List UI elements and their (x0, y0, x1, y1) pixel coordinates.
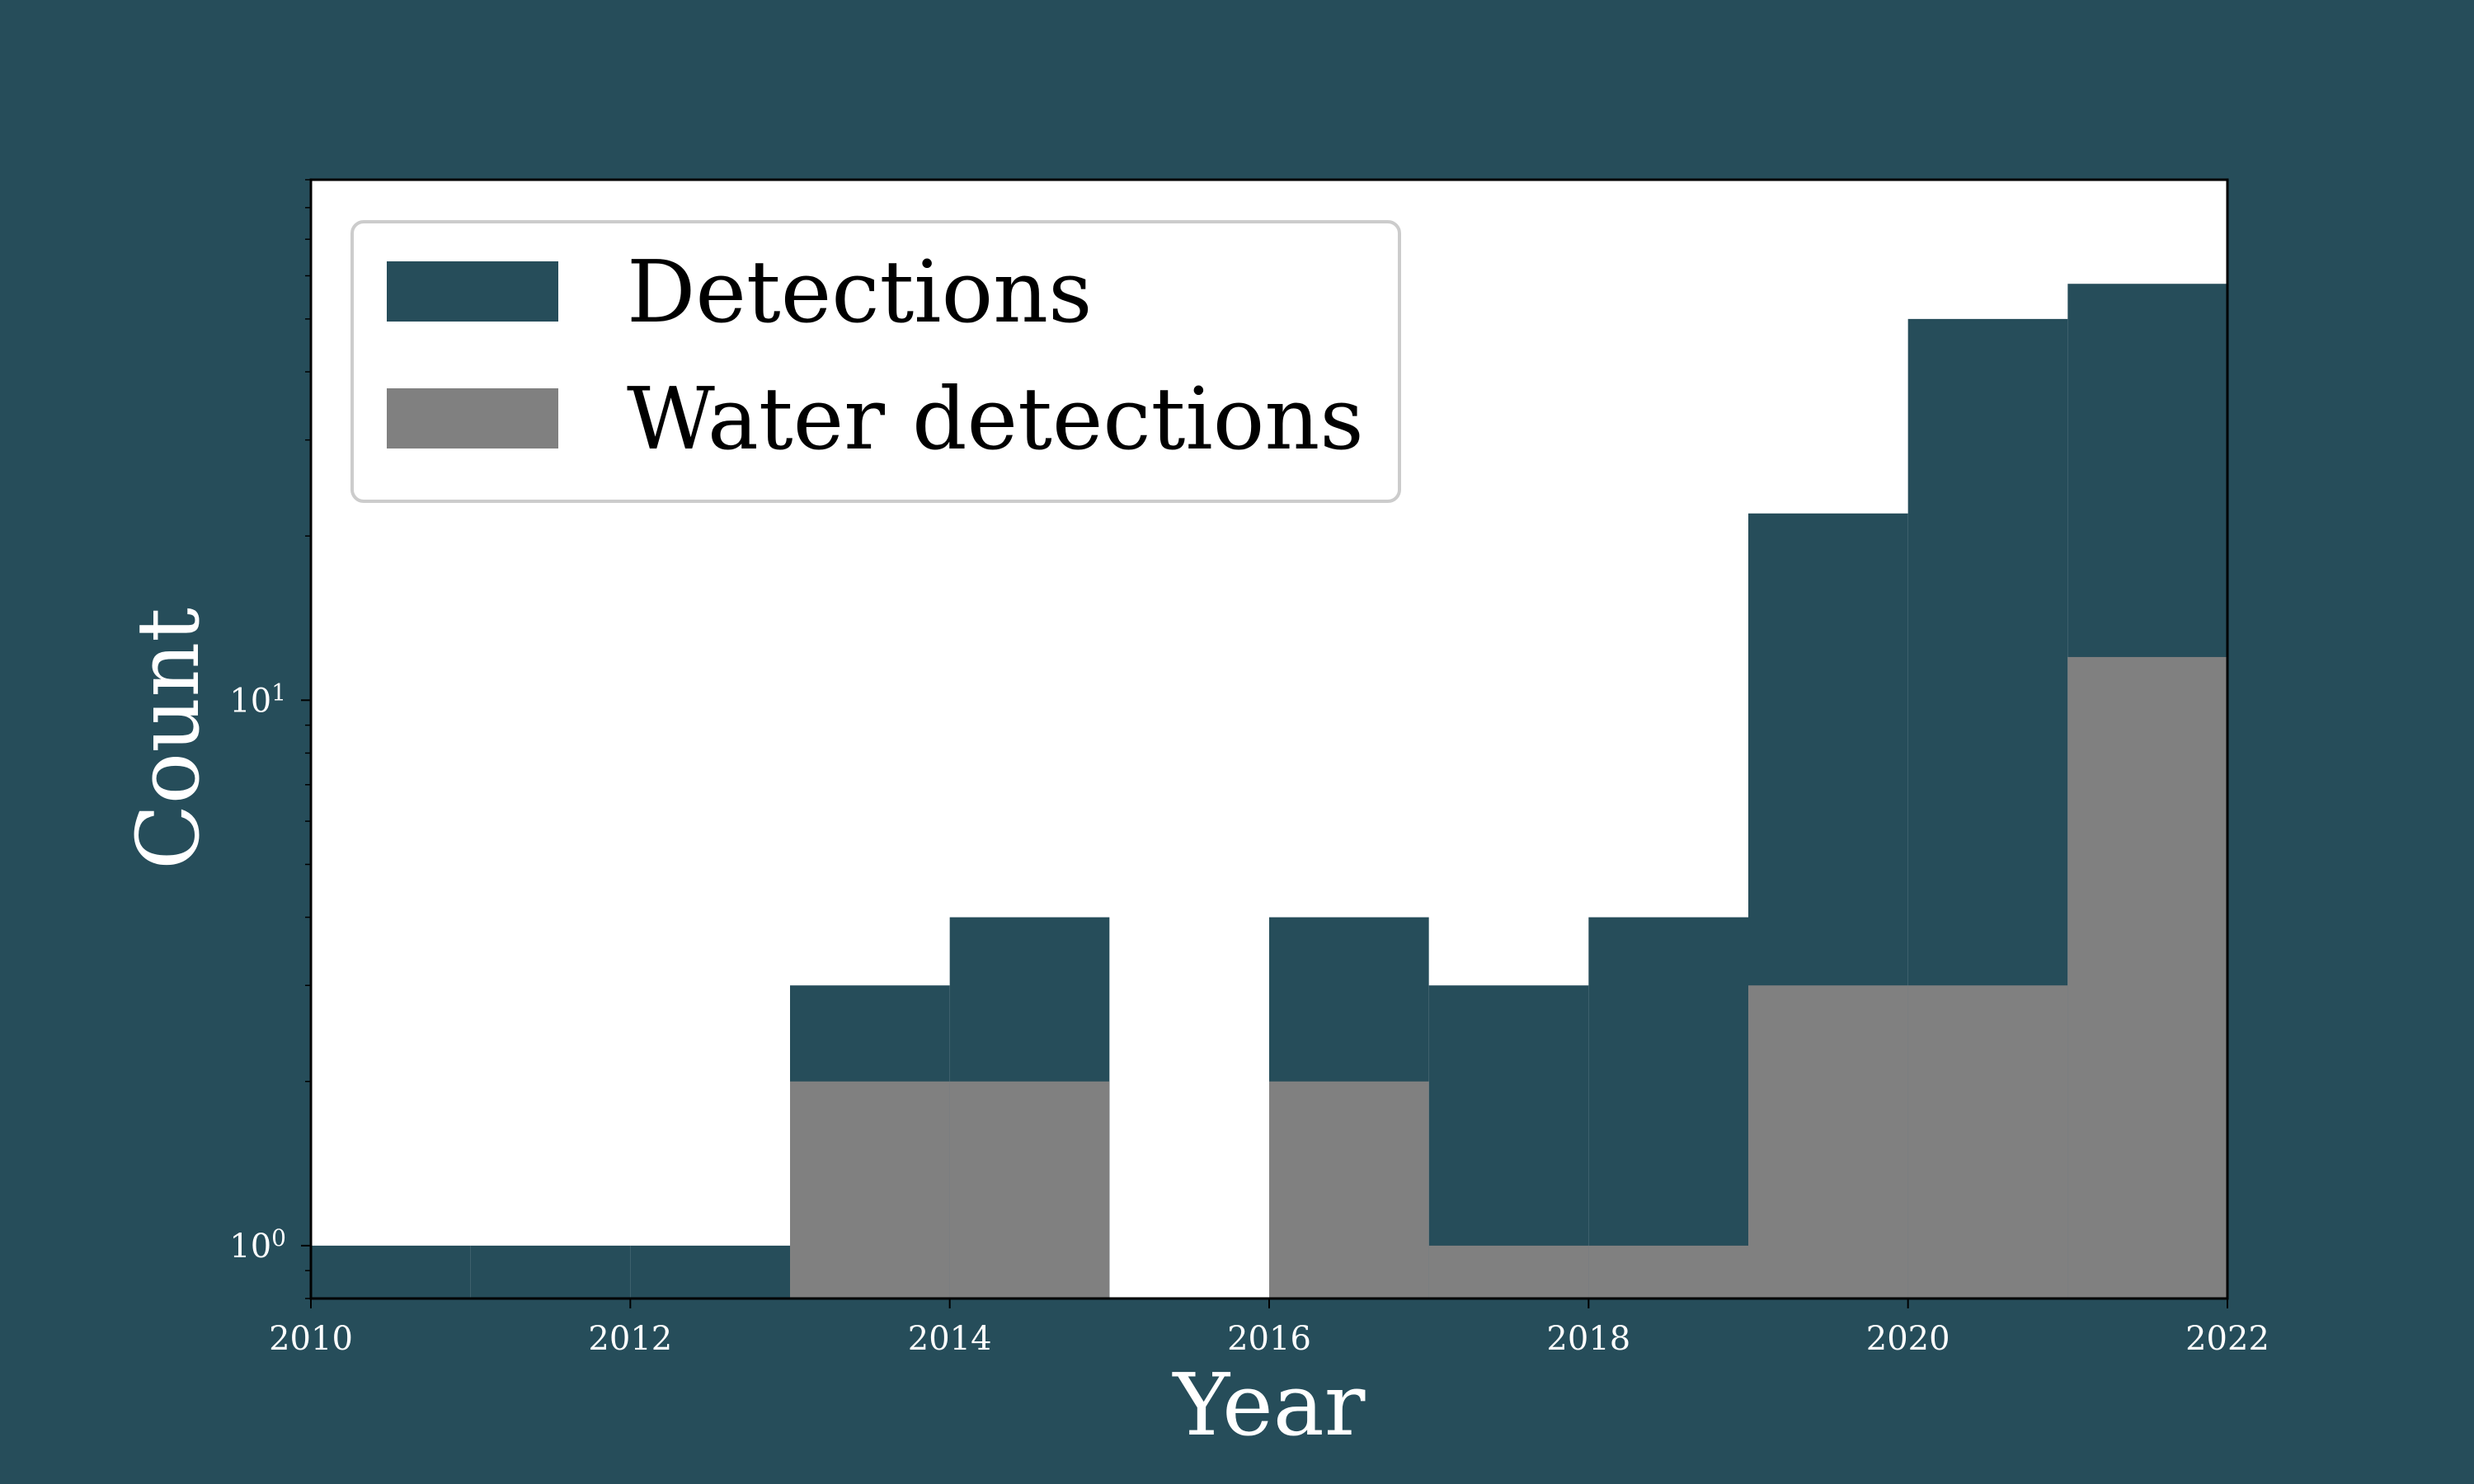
legend: Detections Water detections (350, 220, 1401, 503)
bar-water-detections-2014 (949, 1081, 1110, 1298)
legend-swatch-water-detections (387, 388, 558, 448)
bar-water-detections-2017 (1428, 1245, 1589, 1298)
y-axis-title: Count (118, 608, 219, 870)
x-tick-label-2018: 2018 (1546, 1320, 1630, 1358)
bar-detections-2010 (311, 1245, 471, 1298)
x-axis-ticks: 2010 2012 2014 2016 2018 2020 2022 (269, 1298, 2269, 1358)
bar-detections-2011 (470, 1245, 631, 1298)
bar-water-detections-2020 (1907, 985, 2068, 1298)
bar-water-detections-2018 (1588, 1245, 1748, 1298)
bar-water-detections-2013 (790, 1081, 950, 1298)
bar-detections-2018 (1588, 917, 1748, 1298)
x-tick-label-2020: 2020 (1866, 1320, 1950, 1358)
bar-water-detections-2019 (1748, 985, 1908, 1298)
x-tick-label-2010: 2010 (269, 1320, 353, 1358)
legend-swatch-detections (387, 261, 558, 322)
x-tick-label-2016: 2016 (1227, 1320, 1311, 1358)
legend-label-detections: Detections (627, 242, 1093, 342)
y-axis-ticks: 100 101 (229, 179, 311, 1299)
x-tick-label-2012: 2012 (588, 1320, 672, 1358)
bar-detections-2012 (630, 1245, 790, 1298)
legend-label-water-detections: Water detections (627, 369, 1364, 469)
x-tick-label-2022: 2022 (2185, 1320, 2269, 1358)
bar-water-detections-2021 (2067, 656, 2227, 1298)
x-axis-title: Year (1172, 1355, 1366, 1455)
legend-box (350, 220, 1401, 503)
bars-layer (311, 284, 2227, 1299)
bar-water-detections-2016 (1269, 1081, 1429, 1298)
x-tick-label-2014: 2014 (908, 1320, 992, 1358)
y-tick-label-10-0: 100 (229, 1224, 286, 1266)
y-tick-label-10-1: 101 (229, 679, 286, 720)
